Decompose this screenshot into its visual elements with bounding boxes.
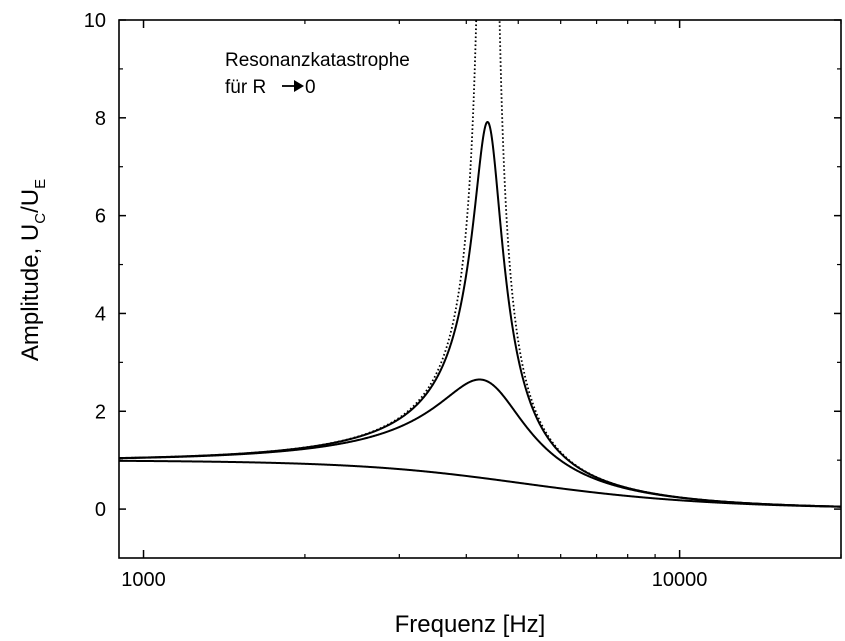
y-tick-label: 4 xyxy=(95,303,106,325)
y-axis-title-sub-c: C xyxy=(32,213,49,224)
series-line-4 xyxy=(119,20,841,508)
y-tick-label: 6 xyxy=(95,206,106,228)
x-axis-title: Frequenz [Hz] xyxy=(395,611,546,638)
y-axis-title-mid: /U xyxy=(17,189,44,213)
y-axis-title-prefix: Amplitude, U xyxy=(17,224,44,361)
annotation-line1: Resonanzkatastrophe xyxy=(225,50,410,71)
y-axis-title-sub-e: E xyxy=(32,179,49,189)
annotation-line2-end: 0 xyxy=(305,77,316,98)
y-tick-label: 8 xyxy=(95,108,106,130)
y-tick-label: 2 xyxy=(95,401,106,423)
series-line-1 xyxy=(119,120,841,508)
y-tick-label: 0 xyxy=(95,499,106,521)
annotation: Resonanzkatastrophe für R 0 xyxy=(225,50,410,98)
x-tick-label: 10000 xyxy=(652,569,708,591)
series-line-2 xyxy=(119,378,841,508)
y-axis-title: Amplitude, UC/UE xyxy=(17,179,49,361)
arrow-right-icon xyxy=(282,80,304,92)
x-tick-label: 1000 xyxy=(121,569,166,591)
plot-frame xyxy=(118,19,842,559)
series-line-3 xyxy=(119,459,841,508)
annotation-line2-start: für R xyxy=(225,77,266,98)
y-tick-label: 10 xyxy=(84,10,106,32)
